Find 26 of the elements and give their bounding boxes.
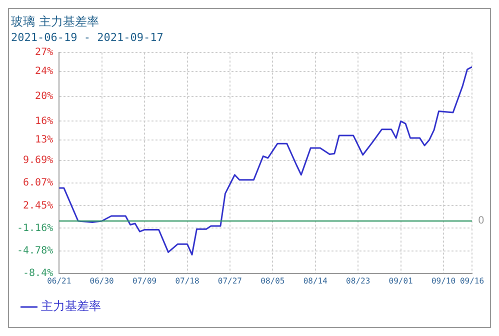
y-tick-label: 16% — [35, 116, 54, 127]
y-tick-label: 27% — [35, 47, 54, 58]
y-tick-label: -4.78% — [17, 245, 54, 256]
y-tick-label: 24% — [35, 66, 54, 77]
y-tick-label: 2.45% — [23, 200, 54, 212]
x-tick-label: 09/16 — [460, 276, 484, 286]
x-tick-label: 06/30 — [90, 276, 114, 286]
x-tick-label: 08/05 — [260, 276, 285, 286]
x-tick-label: 07/09 — [132, 276, 157, 286]
x-tick-label: 07/18 — [175, 276, 200, 286]
chart-subtitle: 2021-06-19 - 2021-09-17 — [11, 30, 164, 44]
y-tick-label: 6.07% — [23, 178, 54, 189]
x-tick-label: 08/23 — [346, 276, 370, 286]
x-tick-label: 07/27 — [218, 276, 242, 286]
y-tick-label: -1.16% — [17, 222, 54, 234]
ref-line-label: 0 — [478, 216, 484, 227]
x-tick-label: 09/10 — [431, 276, 456, 286]
legend-label: 主力基差率 — [41, 299, 101, 314]
y-tick-label: 13% — [35, 134, 54, 146]
y-tick-label: 20% — [35, 90, 54, 102]
x-tick-label: 09/01 — [388, 276, 414, 286]
x-tick-label: 06/21 — [47, 276, 72, 286]
chart-title: 玻璃 主力基差率 — [11, 14, 99, 28]
x-tick-label: 08/14 — [303, 276, 328, 286]
y-tick-label: -8.4% — [23, 268, 54, 279]
y-tick-label: 9.69% — [23, 155, 54, 166]
